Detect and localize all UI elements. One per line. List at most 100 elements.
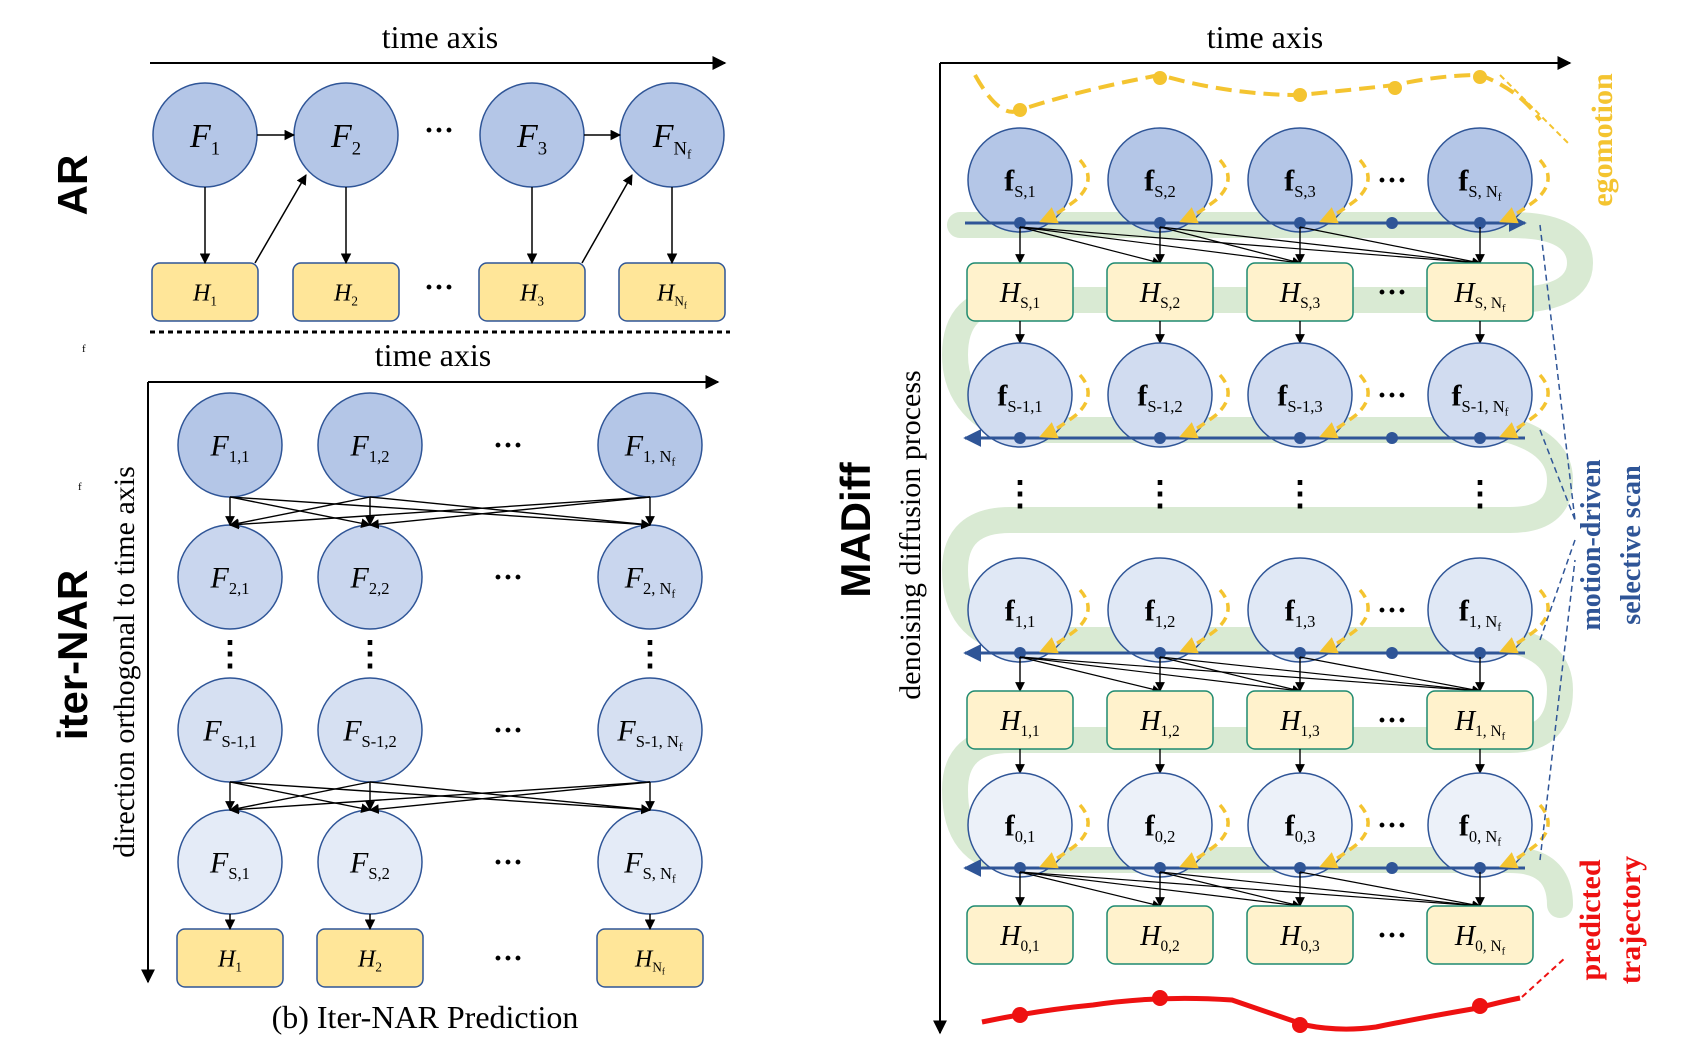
madiff-ellipsis: ··· [1377, 164, 1407, 197]
egomotion-hook [1039, 373, 1090, 439]
iter-frame-node: FS,1 [177, 809, 283, 915]
madiff-scan-arrow [1159, 871, 1481, 910]
iter-frame-node: F2,2 [317, 524, 423, 630]
iter-connection-arrow [369, 781, 651, 814]
egomotion-hook [1499, 803, 1550, 869]
egomotion-label: egomotion [1586, 73, 1619, 207]
egomotion-points [1013, 70, 1487, 117]
madiff-scan-arrow [1019, 656, 1301, 695]
ar-frame-node: FNf [619, 82, 725, 188]
ar-feedback-arrow [581, 174, 633, 264]
madiff-frame-node-circle [1427, 557, 1533, 663]
madiff-hidden-box-label: H1, Nf [1454, 706, 1506, 743]
iter-panel-label: iter-NAR [49, 570, 96, 740]
scan-dot [1386, 217, 1398, 229]
iter-frame-node: FS-1, Nf [597, 677, 703, 783]
ar-panel-label: AR [49, 155, 96, 216]
scan-dot [1386, 647, 1398, 659]
iter-frame-node-circle [317, 677, 423, 783]
stray-mark-2: f [78, 481, 82, 493]
iter-connection-arrow [229, 496, 371, 529]
madiff-ellipsis: ··· [1377, 594, 1407, 627]
trajectory-point [1152, 990, 1168, 1006]
madiff-scan-arrow [1159, 656, 1481, 695]
iter-frame-node-circle [177, 809, 283, 915]
iter-connection-arrow [229, 781, 651, 815]
madiff-ellipsis: ··· [1377, 379, 1407, 412]
ar-frame-node-label: FNf [652, 118, 692, 162]
madiff-hidden-box-rect [1426, 262, 1534, 322]
iter-time-axis-label: time axis [375, 337, 491, 373]
iter-frame-node: FS, Nf [597, 809, 703, 915]
egomotion-leader [1499, 74, 1571, 146]
madiff-frame-node-circle [1427, 342, 1533, 448]
scan-dot [1474, 432, 1486, 444]
madiff-frame-node-label: fS,2 [1144, 165, 1176, 202]
madiff-time-axis-label: time axis [1207, 19, 1323, 55]
ar-ellipsis: ··· [424, 271, 454, 304]
madiff-frame-node: f1,1 [967, 557, 1073, 663]
ar-frame-node: F2 [293, 82, 399, 188]
madiff-hidden-box-label: HS,3 [1279, 278, 1321, 312]
egomotion-hook [1499, 373, 1550, 439]
ar-hidden-box: H2 [292, 262, 400, 322]
madiff-frame-node-circle [967, 127, 1073, 233]
madiff-frame-node-label: fS-1,1 [997, 380, 1042, 417]
madiff-hidden-box: HS,3 [1246, 262, 1354, 322]
ar-hidden-box: H1 [151, 262, 259, 322]
iter-frame-node-circle [177, 677, 283, 783]
iter-frame-node-label: FS,2 [349, 847, 390, 884]
madiff-scan-arrow [1299, 226, 1481, 266]
iter-vertical-axis-label: direction orthogonal to time axis [108, 466, 141, 858]
iter-frame-node-label: FS-1, Nf [616, 715, 682, 754]
madiff-hidden-box-rect [1426, 690, 1534, 750]
iter-frame-node-circle [177, 392, 283, 498]
madiff-frame-node-circle [967, 342, 1073, 448]
iter-ellipsis: ··· [493, 942, 523, 975]
scan-dot [1154, 217, 1166, 229]
iter-nar-nodes: F1,1 F1,2 F1, Nf ··· F2,1 F2,2 F2, Nf ··· FS-1,1… [176, 392, 704, 988]
iter-ellipsis: ··· [493, 846, 523, 879]
iter-connection-arrow [229, 496, 651, 530]
madiff-frame-node-label: f0,3 [1285, 810, 1316, 847]
madiff-ellipsis: ··· [1377, 809, 1407, 842]
madiff-hidden-box-label: H0,3 [1279, 921, 1320, 955]
ar-hidden-box: HNf [618, 262, 726, 322]
madiff-frame-node: f1,3 [1247, 557, 1353, 663]
madiff-hidden-box-rect [1246, 905, 1354, 965]
ar-feedback-arrow [254, 174, 307, 264]
iter-hidden-box: HNf [596, 928, 704, 988]
scan-dot [1294, 862, 1306, 874]
madiff-hidden-box-label: H1,1 [999, 706, 1039, 740]
madiff-scan-arrow [1019, 871, 1161, 909]
madiff-vdots: ⋮ [1283, 476, 1317, 513]
madiff-hidden-box-rect [1106, 905, 1214, 965]
egomotion-hook [1499, 588, 1550, 654]
madiff-frame-node: fS,2 [1107, 127, 1213, 233]
madiff-frame-node-label: f1,1 [1005, 595, 1036, 632]
ar-frame-node: F3 [479, 82, 585, 188]
madiff-hidden-box-label: HS, Nf [1453, 278, 1506, 315]
iter-frame-node-circle [597, 392, 703, 498]
madiff-vdots: ⋮ [1463, 476, 1497, 513]
iter-frame-node-label: F2,1 [210, 562, 250, 599]
egomotion-hook [1319, 588, 1370, 654]
madiff-ellipsis: ··· [1377, 276, 1407, 309]
iter-frame-node: F1,1 [177, 392, 283, 498]
madiff-frame-node-label: fS,3 [1284, 165, 1316, 202]
madiff-frame-node-label: f1, Nf [1459, 595, 1501, 634]
madiff-frame-node-circle [1247, 127, 1353, 233]
madiff-frame-node-label: fS-1,3 [1277, 380, 1322, 417]
ar-hidden-box-label: H2 [333, 280, 358, 308]
iter-frame-node-label: FS,1 [209, 847, 250, 884]
ar-ellipsis: ··· [424, 114, 454, 147]
madiff-hidden-box-label: H1,3 [1279, 706, 1320, 740]
madiff-frame-node: fS-1,2 [1107, 342, 1213, 448]
iter-ellipsis: ··· [493, 429, 523, 462]
madiff-panel: time axis denoising diffusion process MA… [832, 19, 1647, 1035]
iter-frame-node: FS,2 [317, 809, 423, 915]
madiff-scan-arrow [1019, 656, 1161, 694]
madiff-ellipsis: ··· [1377, 919, 1407, 952]
egomotion-hook [1179, 588, 1230, 654]
